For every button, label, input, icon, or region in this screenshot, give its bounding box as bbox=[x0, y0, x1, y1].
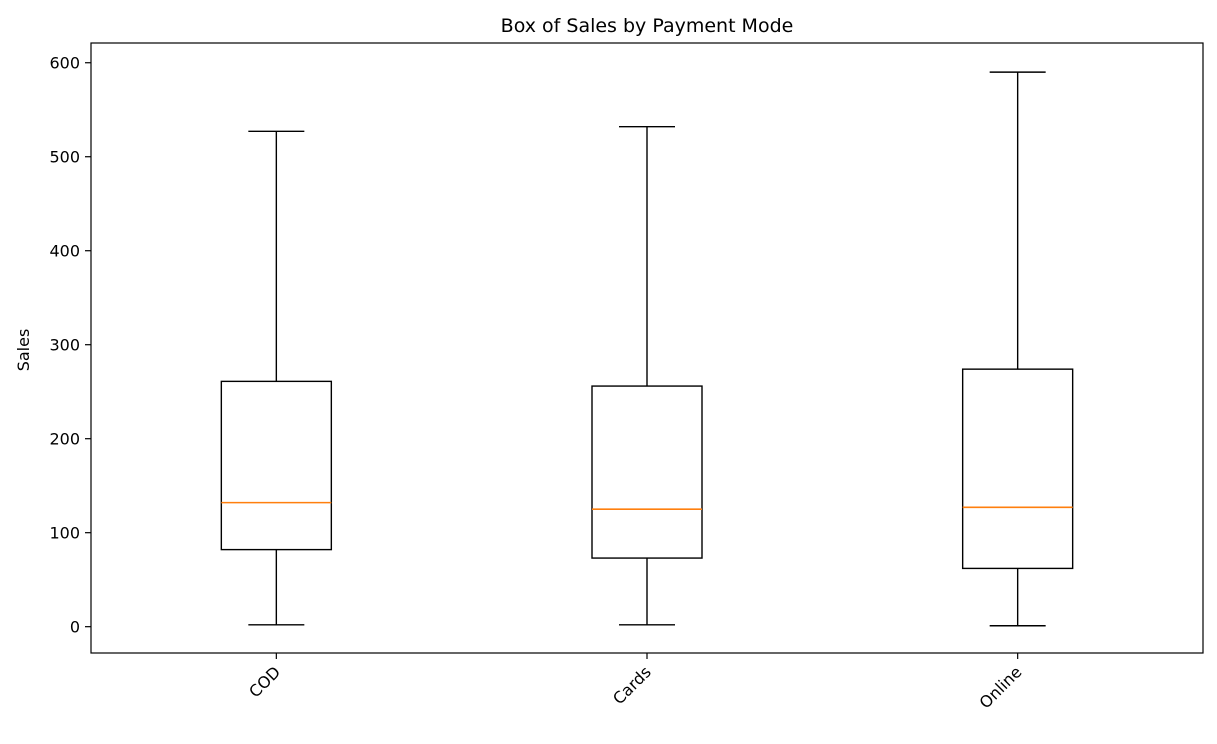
box-iqr bbox=[220, 380, 333, 551]
chart-title: Box of Sales by Payment Mode bbox=[501, 15, 794, 37]
box-iqr bbox=[591, 385, 703, 559]
y-axis-label: Sales bbox=[14, 329, 33, 372]
y-tick-label: 500 bbox=[49, 148, 80, 167]
y-tick-label: 0 bbox=[70, 618, 80, 637]
y-tick-label: 200 bbox=[49, 430, 80, 449]
y-tick-label: 600 bbox=[49, 54, 80, 73]
y-tick-label: 400 bbox=[49, 242, 80, 261]
y-tick-label: 300 bbox=[49, 336, 80, 355]
box-iqr bbox=[961, 368, 1074, 570]
y-tick-label: 100 bbox=[49, 524, 80, 543]
axes-frame bbox=[90, 42, 1204, 654]
